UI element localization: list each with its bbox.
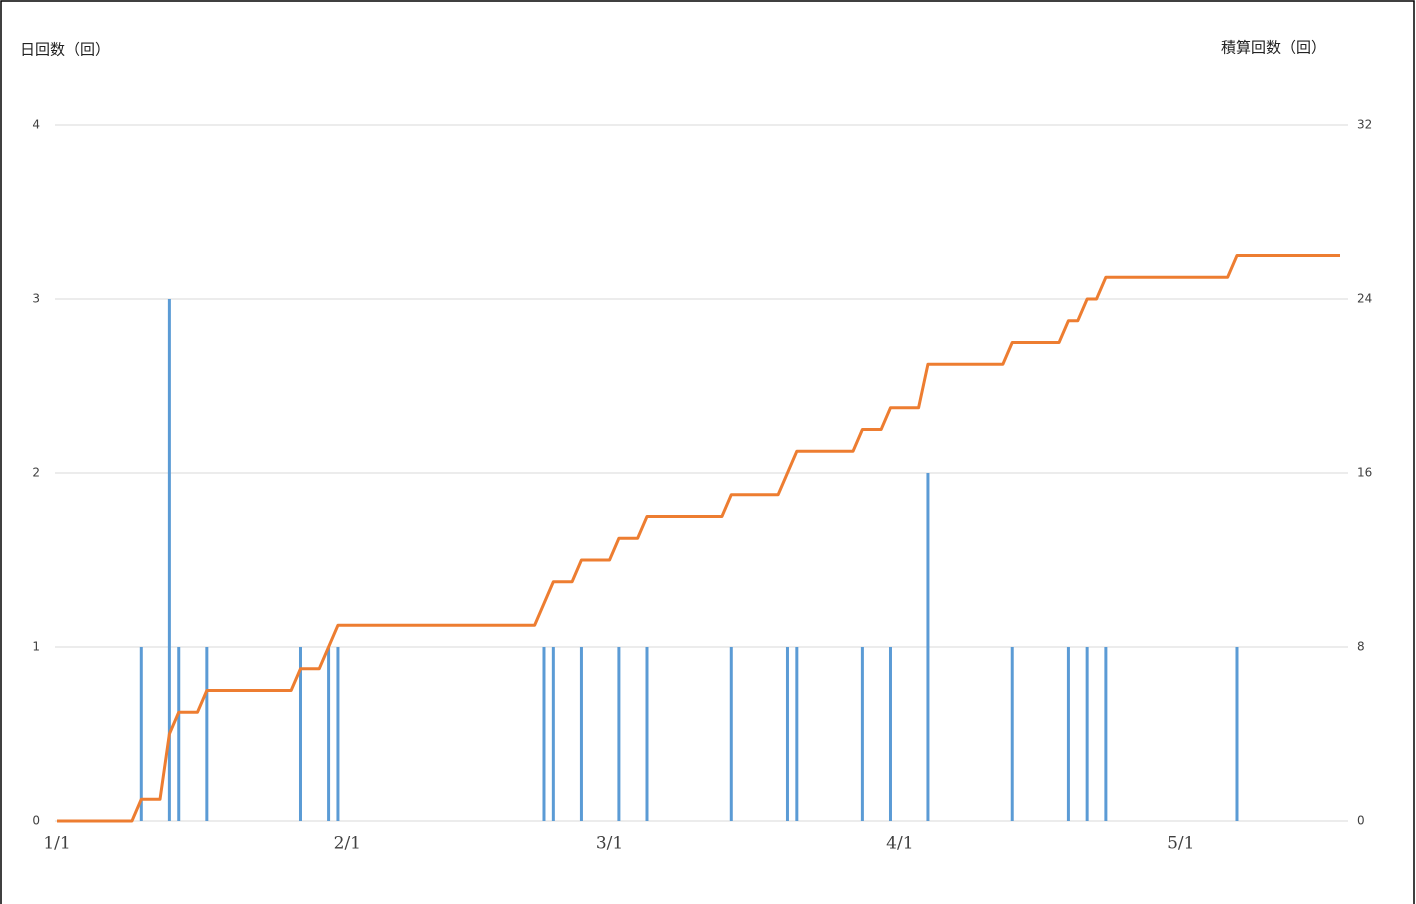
y2-axis-title: 積算回数（回） — [1221, 39, 1326, 57]
y-tick-label: 3 — [32, 292, 40, 306]
x-tick-label: 3/1 — [596, 834, 623, 854]
bar — [617, 647, 621, 821]
y2-tick-label: 16 — [1357, 466, 1372, 480]
bar — [542, 647, 546, 821]
y-axis-title: 日回数（回） — [20, 41, 110, 59]
x-tick-label: 4/1 — [886, 834, 913, 854]
y-tick-label: 0 — [32, 814, 40, 828]
cumulative-line — [57, 254, 1340, 823]
bar — [785, 647, 789, 821]
bar — [579, 647, 583, 821]
bar — [177, 647, 181, 821]
bar — [1085, 647, 1089, 821]
bar — [926, 473, 930, 821]
y2-tick-label: 0 — [1357, 814, 1365, 828]
y-tick-label: 1 — [32, 640, 40, 654]
bar — [139, 647, 143, 821]
y-tick-label: 2 — [32, 466, 40, 480]
bar — [645, 647, 649, 821]
bar — [1235, 647, 1239, 821]
bar — [888, 647, 892, 821]
bar — [795, 647, 799, 821]
y2-tick-label: 8 — [1357, 640, 1365, 654]
bar — [551, 647, 555, 821]
bar — [327, 647, 331, 821]
y2-tick-label: 32 — [1357, 118, 1372, 132]
bar — [729, 647, 733, 821]
bar — [298, 647, 302, 821]
bar — [1104, 647, 1108, 821]
bar — [336, 647, 340, 821]
bar — [1066, 647, 1070, 821]
bar — [1010, 647, 1014, 821]
y-tick-label: 4 — [32, 118, 40, 132]
x-tick-label: 5/1 — [1167, 834, 1194, 854]
x-tick-label: 1/1 — [43, 834, 70, 854]
y2-tick-label: 24 — [1357, 292, 1372, 306]
bar — [860, 647, 864, 821]
x-tick-label: 2/1 — [334, 834, 361, 854]
bar — [205, 647, 209, 821]
bar — [167, 299, 171, 821]
